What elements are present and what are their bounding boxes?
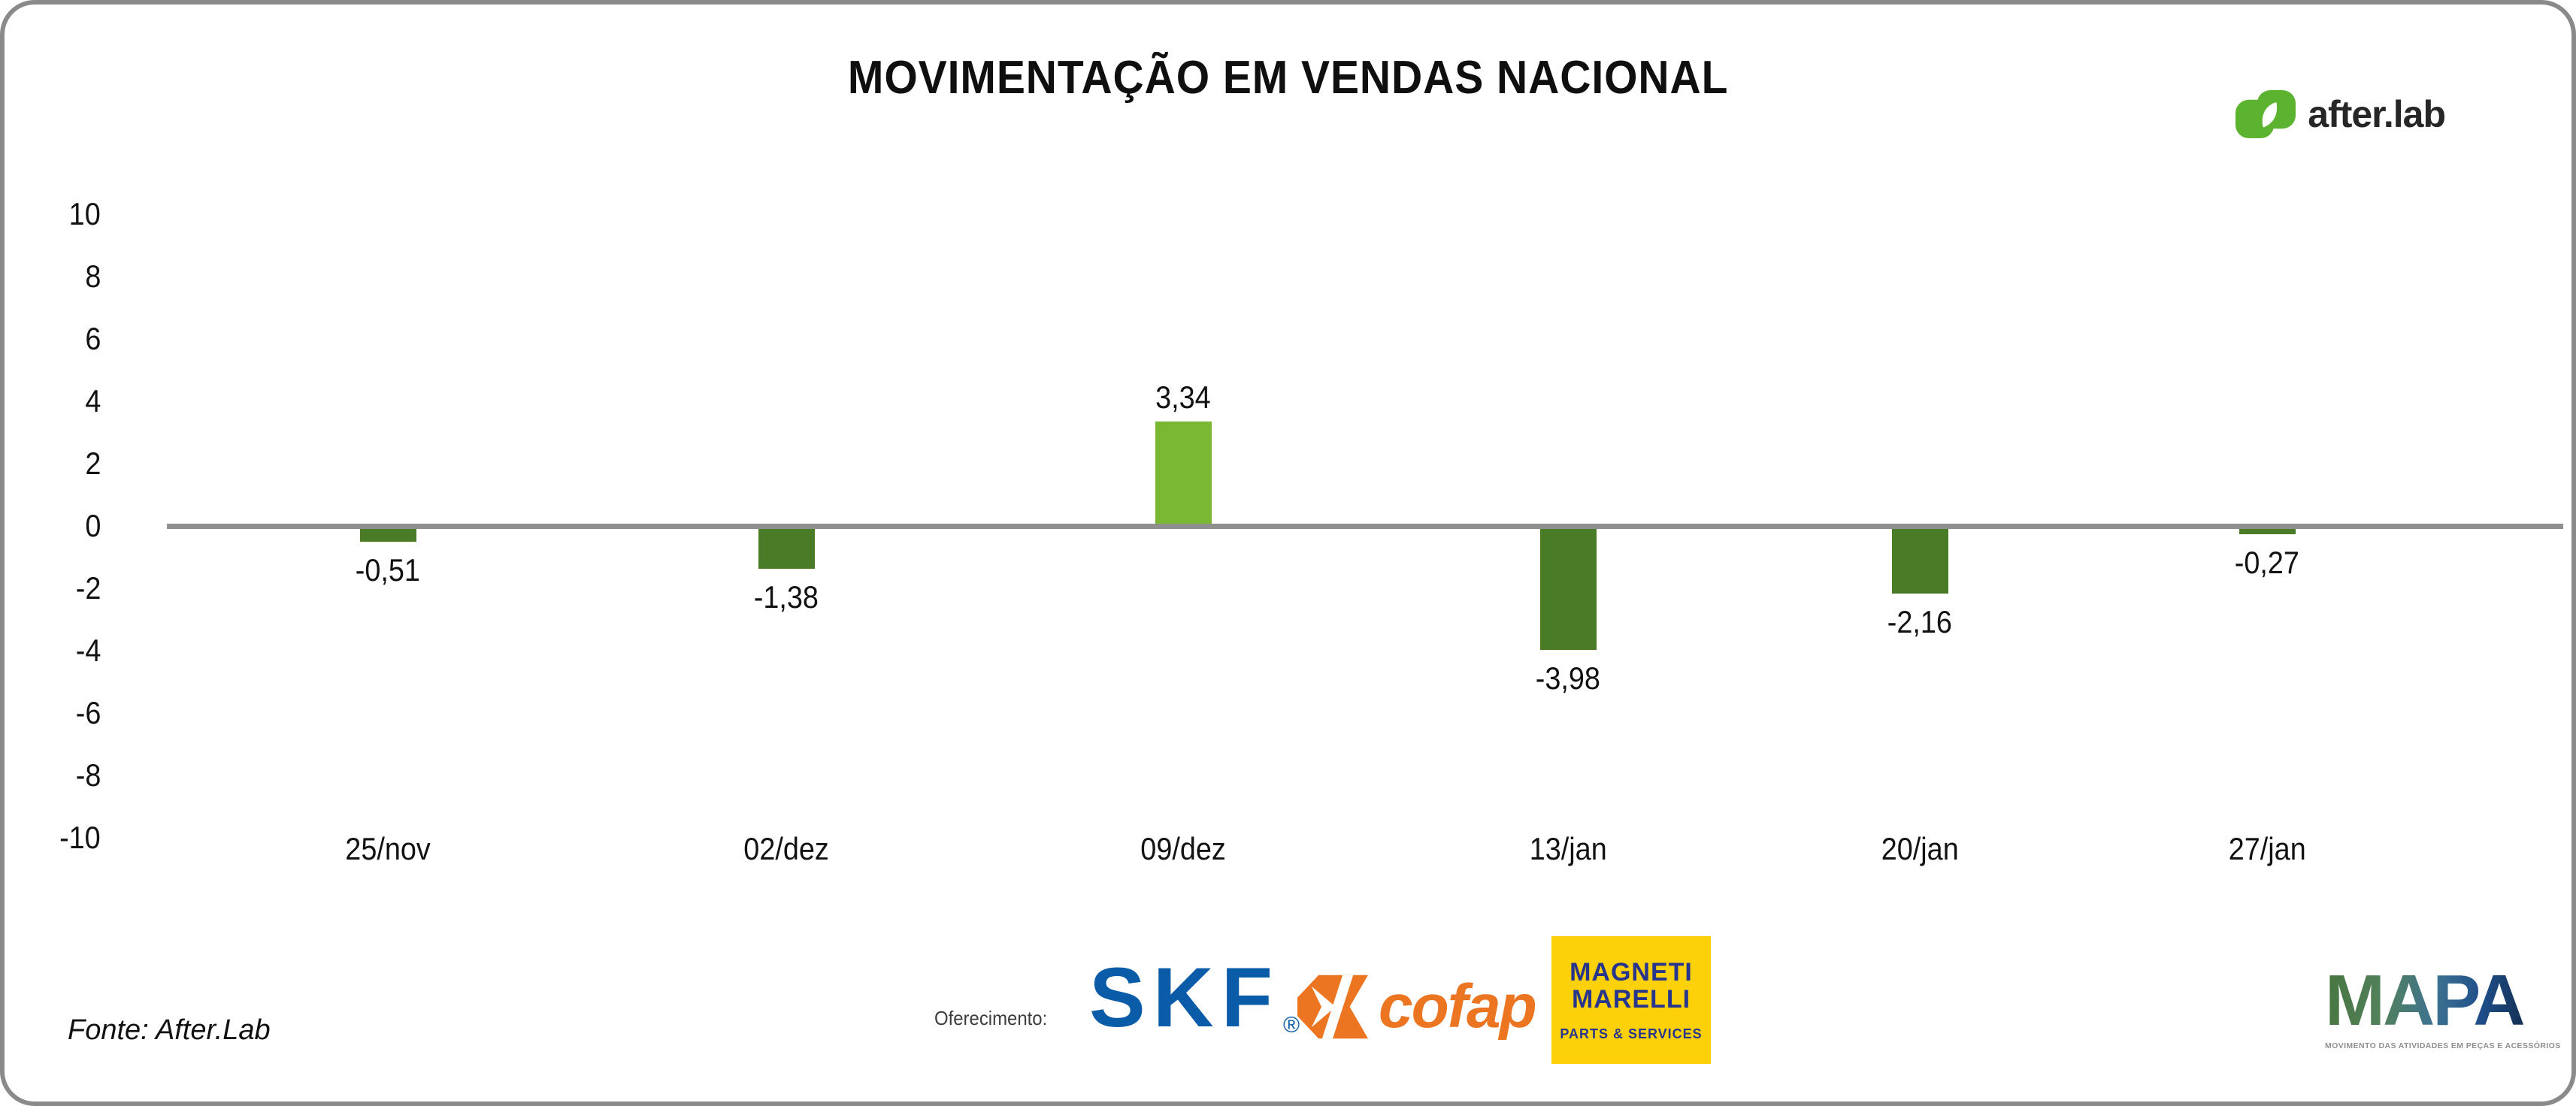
cofap-wordmark: cofap: [1379, 972, 1537, 1041]
y-axis-tick-label: 4: [84, 383, 101, 419]
y-axis-tick-label: -8: [75, 757, 101, 793]
cofap-chevron-icon: [1297, 975, 1368, 1039]
bar: [1539, 526, 1597, 651]
afterlab-logo: after.lab: [2235, 84, 2446, 144]
y-axis-tick-label: 10: [68, 196, 101, 231]
x-axis-label: 20/jan: [1881, 831, 1959, 866]
mapa-subtitle: MOVIMENTO DAS ATIVIDADES EM PEÇAS E ACES…: [2325, 1041, 2561, 1050]
y-axis-tick-label: 2: [84, 446, 101, 481]
magneti-line2: MARELLI: [1571, 984, 1691, 1014]
bar: [359, 526, 416, 542]
bar-value-label: -1,38: [753, 579, 819, 615]
x-axis-label: 09/dez: [1140, 831, 1226, 866]
registered-trademark-icon: ®: [1283, 1013, 1300, 1038]
x-axis-label: 27/jan: [2228, 831, 2306, 866]
y-axis-tick-label: 6: [84, 321, 101, 356]
mapa-logo: MAPA MOVIMENTO DAS ATIVIDADES EM PEÇAS E…: [2325, 960, 2561, 1051]
cofap-logo: cofap: [1297, 972, 1537, 1041]
bar-value-label: -0,51: [355, 552, 421, 588]
skf-logo: SKF ®: [1089, 950, 1300, 1044]
y-axis-tick-label: 0: [84, 508, 101, 543]
mapa-wordmark: MAPA: [2325, 960, 2526, 1041]
y-axis-tick-label: -10: [59, 820, 101, 855]
y-axis-tick-label: -6: [75, 695, 101, 730]
page-title: MOVIMENTAÇÃO EM VENDAS NACIONAL: [5, 51, 2571, 104]
bar: [758, 526, 815, 570]
y-axis-tick-label: -2: [75, 570, 101, 606]
bar: [1891, 526, 1948, 594]
afterlab-wordmark: after.lab: [2308, 93, 2446, 135]
bar: [1155, 422, 1212, 526]
sponsorship-label: Oferecimento:: [934, 1007, 1048, 1029]
magneti-line1: MAGNETI: [1570, 957, 1693, 987]
x-axis-label: 13/jan: [1529, 831, 1607, 866]
source-note: Fonte: After.Lab: [68, 1014, 271, 1046]
page-title-text: MOVIMENTAÇÃO EM VENDAS NACIONAL: [847, 52, 1729, 104]
x-axis-label: 02/dez: [743, 831, 829, 866]
bar-value-label: -3,98: [1535, 660, 1601, 697]
magneti-tagline: PARTS & SERVICES: [1560, 1026, 1703, 1041]
afterlab-leaf-icon: [2235, 90, 2296, 138]
skf-wordmark: SKF: [1089, 950, 1280, 1044]
y-axis-tick-label: 8: [84, 258, 101, 294]
bar-value-label: -2,16: [1887, 603, 1953, 639]
bar-chart: 10 8 6 4 2 0 -2 -4 -6 -8 -10 -0,51 25/nov -1,38 02/dez…: [5, 5, 2571, 1101]
magneti-marelli-logo: MAGNETI MARELLI PARTS & SERVICES: [1551, 936, 1711, 1064]
y-axis-tick-label: -4: [75, 633, 101, 668]
bar-value-label: 3,34: [1155, 379, 1211, 416]
bar: [2238, 526, 2296, 535]
x-axis-label: 25/nov: [345, 831, 431, 866]
x-axis-zero-line: [167, 524, 2563, 529]
bar-value-label: -0,27: [2234, 545, 2300, 581]
